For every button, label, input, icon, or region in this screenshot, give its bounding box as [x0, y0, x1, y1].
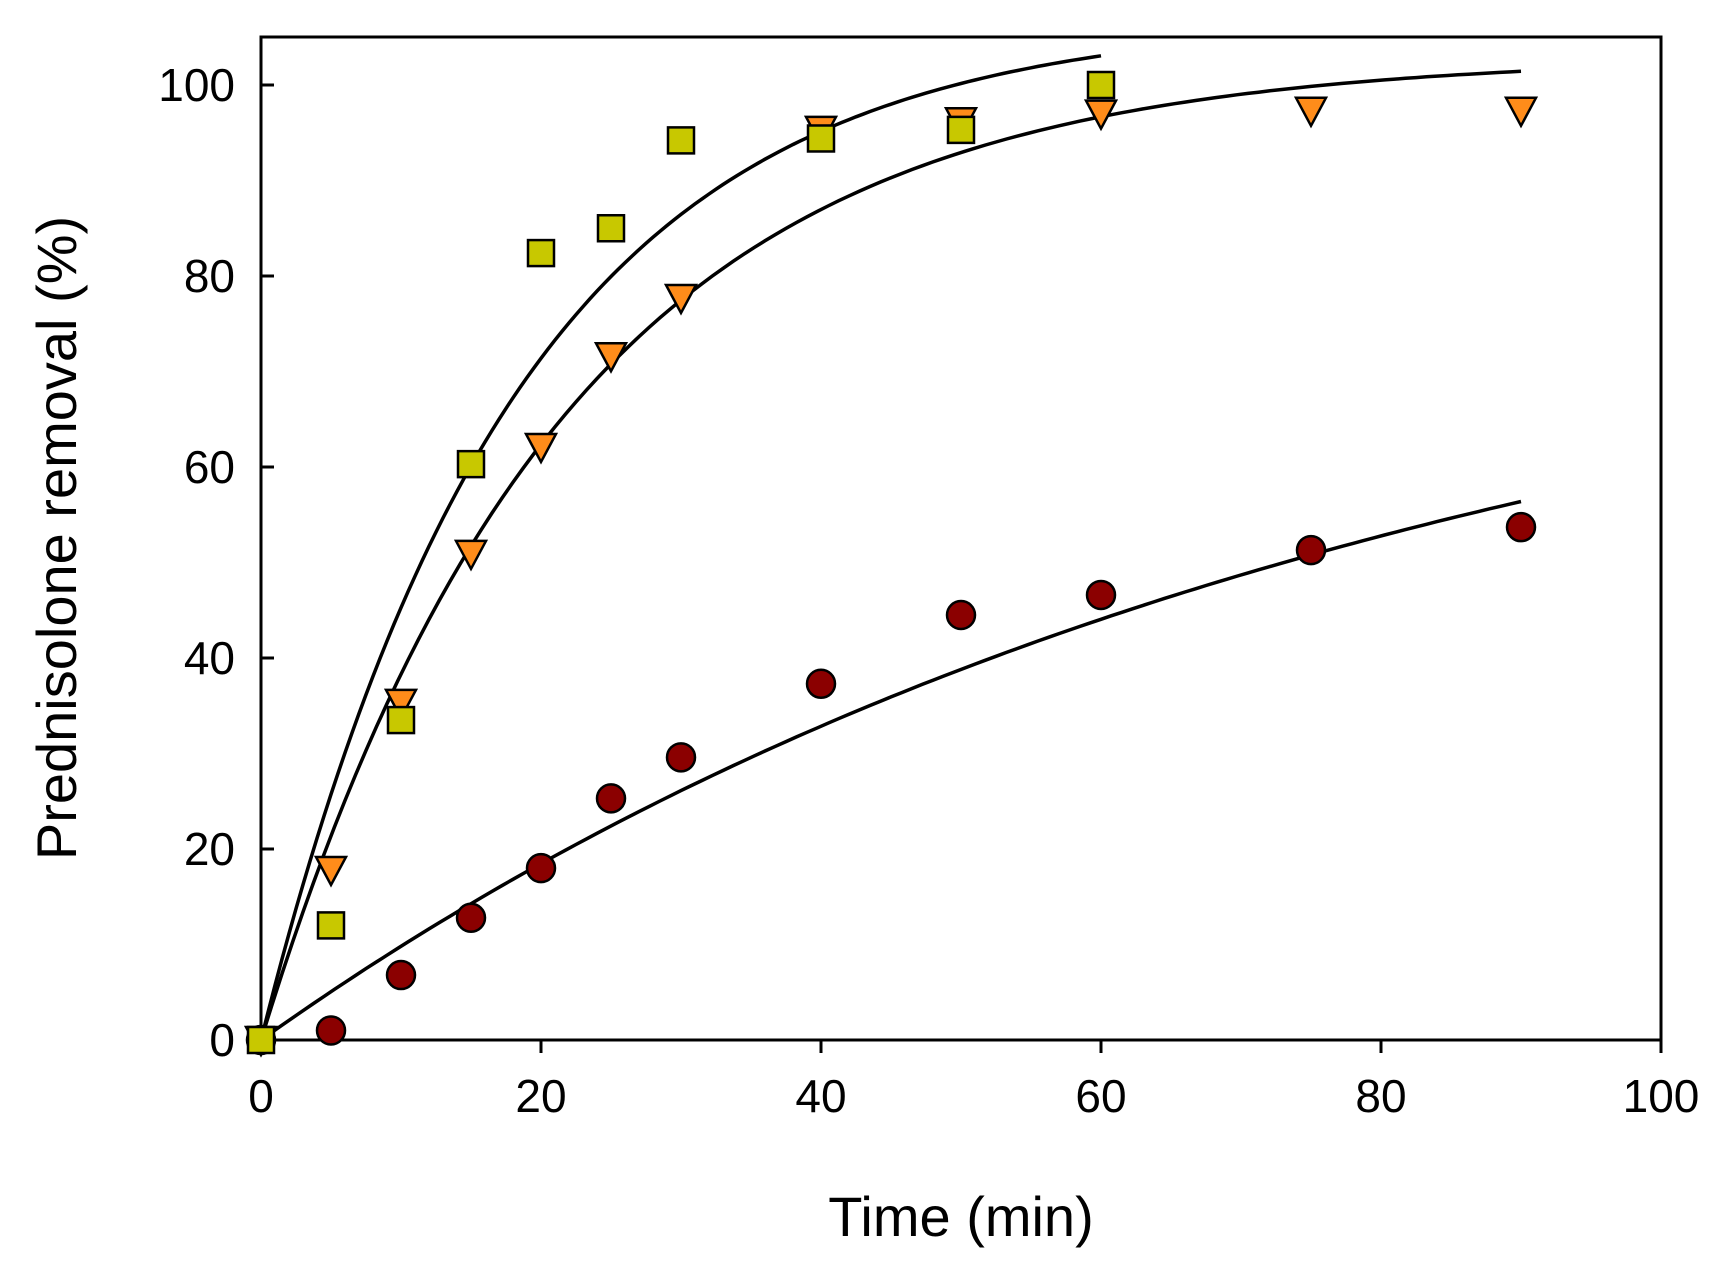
y-tick-label-4: 80: [184, 250, 235, 302]
triangles-point-11: [1503, 96, 1539, 129]
triangles-point-10: [1293, 96, 1329, 129]
y-tick-label-3: 60: [184, 441, 235, 493]
triangles-point-6: [663, 283, 699, 316]
fit-curve-triangles: [259, 69, 1522, 1041]
squares-point-8: [946, 115, 976, 145]
axis-ticks: [259, 83, 1663, 1053]
tick-labels: 0 20 40 60 80 100 0 20 40 60 80 100: [158, 59, 1699, 1122]
squares-point-0: [246, 1025, 276, 1055]
squares-point-6: [666, 126, 696, 155]
x-tick-label-1: 20: [515, 1070, 566, 1122]
circles-point-2: [385, 959, 417, 991]
triangles-point-1: [313, 855, 349, 888]
y-tick-label-2: 40: [184, 632, 235, 684]
circles-point-3: [455, 902, 487, 934]
triangles-point-3: [453, 539, 489, 572]
y-tick-label-1: 20: [184, 823, 235, 875]
triangles-point-9: [1083, 99, 1119, 132]
circles-point-5: [595, 783, 627, 814]
x-tick-label-5: 100: [1623, 1070, 1700, 1122]
circles-point-9: [1085, 579, 1117, 611]
y-tick-label-0: 0: [209, 1014, 235, 1066]
squares-point-9: [1086, 70, 1116, 100]
squares-point-5: [596, 214, 626, 243]
triangles-point-4: [523, 432, 559, 465]
x-tick-label-3: 60: [1075, 1070, 1126, 1122]
squares-point-3: [456, 449, 486, 479]
data-points: [243, 70, 1539, 1058]
fit-curve-squares: [259, 54, 1102, 1041]
squares-point-7: [806, 124, 836, 153]
y-tick-label-5: 100: [158, 59, 235, 111]
circles-point-8: [945, 599, 977, 631]
squares-point-2: [386, 705, 416, 735]
circles-point-11: [1505, 511, 1537, 543]
squares-point-1: [316, 911, 346, 940]
circles-point-6: [665, 742, 697, 773]
triangles-point-2: [383, 688, 419, 721]
y-axis-title: Prednisolone removal (%): [25, 216, 88, 860]
circles-point-10: [1295, 534, 1327, 566]
x-tick-label-0: 0: [248, 1070, 274, 1122]
x-tick-label-2: 40: [795, 1070, 846, 1122]
plot-frame: [259, 35, 1663, 1042]
fit-curves: [259, 54, 1522, 1042]
triangles-point-5: [593, 341, 629, 374]
x-tick-label-4: 80: [1355, 1070, 1406, 1122]
circles-point-1: [315, 1015, 347, 1046]
circles-point-7: [805, 668, 837, 700]
x-axis-title: Time (min): [828, 1185, 1093, 1248]
squares-point-4: [526, 238, 556, 268]
circles-point-4: [525, 852, 557, 884]
